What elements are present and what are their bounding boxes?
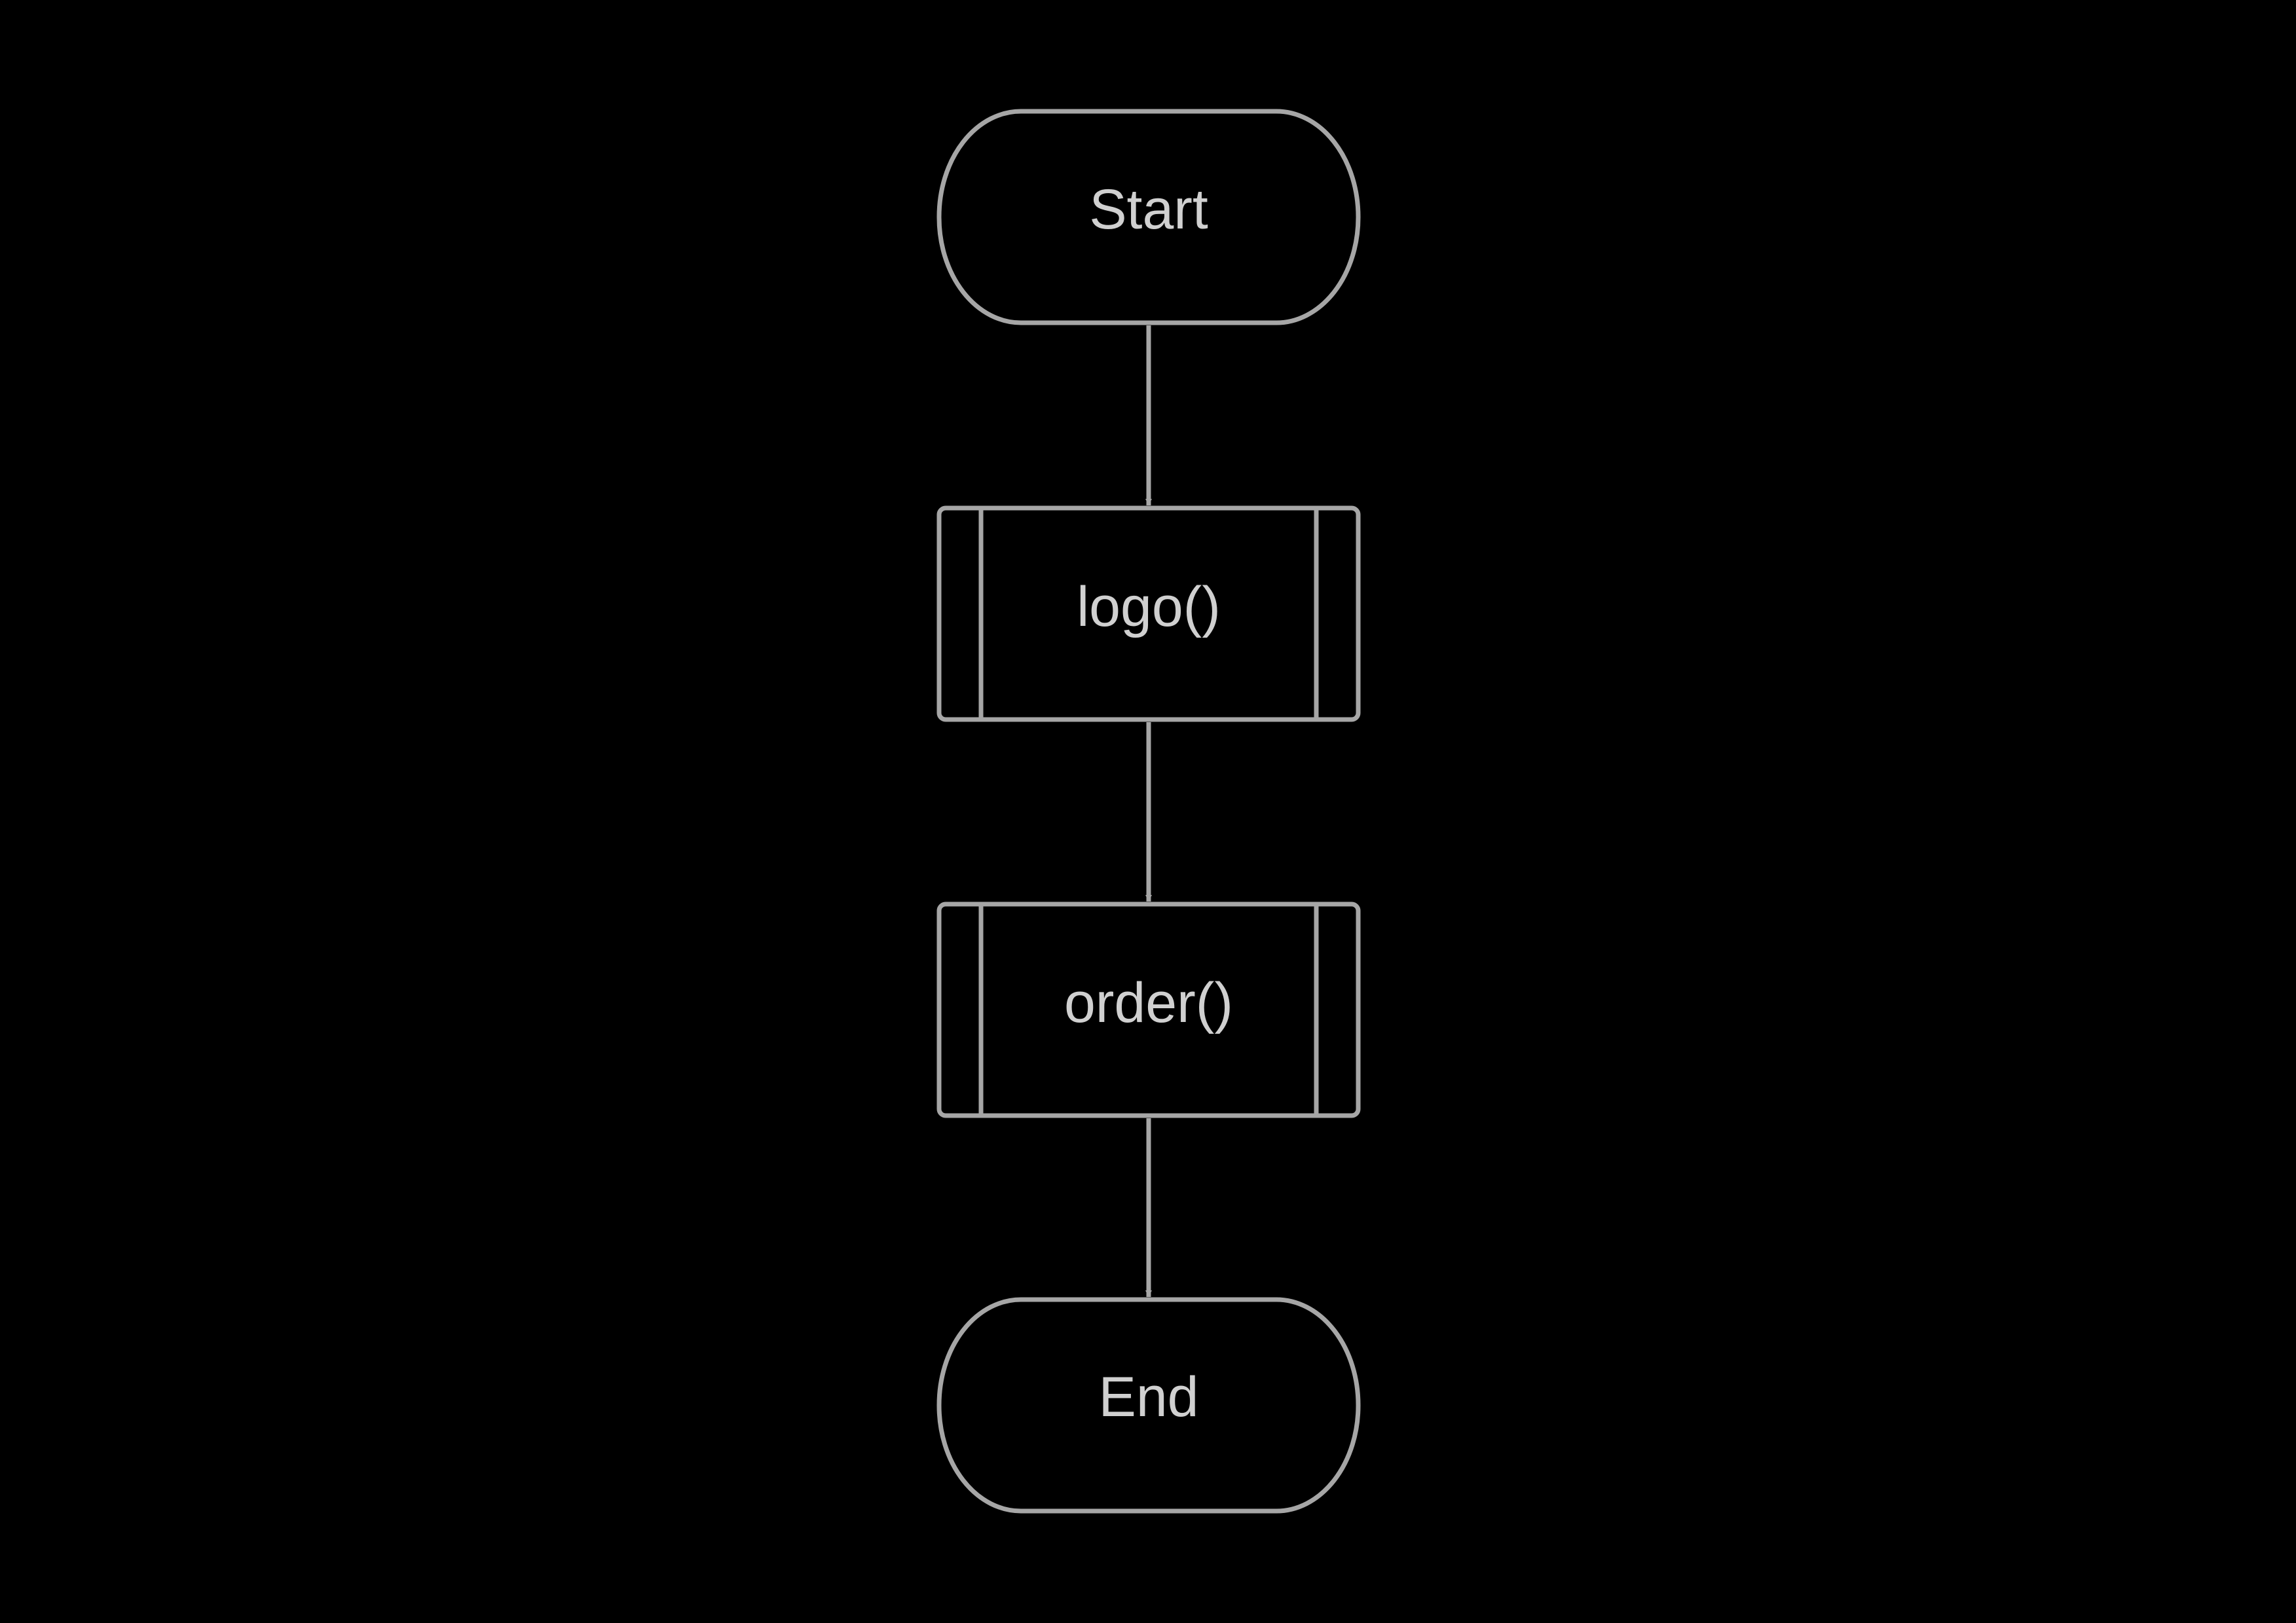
start-terminator-shape (936, 109, 1361, 325)
node-start: Start (936, 109, 1361, 325)
order-label: order() (1064, 972, 1233, 1034)
node-end: End (936, 1297, 1361, 1514)
start-label: Start (1089, 178, 1208, 241)
end-terminator-shape (936, 1297, 1361, 1514)
node-order: order() (936, 902, 1361, 1118)
order-process-shape (936, 902, 1361, 1118)
logo-label: logo() (1077, 575, 1221, 638)
logo-process-shape (936, 505, 1361, 722)
end-label: End (1098, 1366, 1198, 1429)
node-logo: logo() (936, 505, 1361, 722)
